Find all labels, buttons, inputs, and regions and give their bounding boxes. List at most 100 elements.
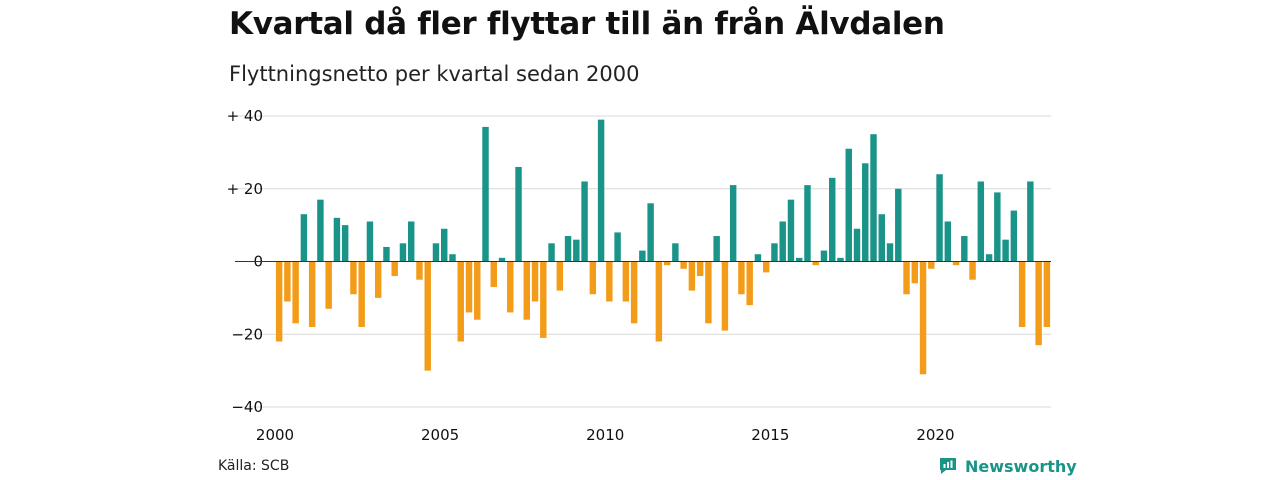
bar: [1010, 210, 1018, 262]
bar: [919, 261, 927, 375]
bar: [1043, 261, 1051, 327]
bar: [366, 221, 374, 262]
grid-lines: [235, 115, 1051, 408]
bar: [936, 174, 943, 262]
bar: [1027, 181, 1034, 262]
bar: [498, 257, 506, 262]
bar: [391, 261, 398, 277]
bar: [573, 239, 580, 262]
bar: [407, 221, 415, 262]
bar: [754, 254, 762, 262]
bar: [482, 126, 489, 262]
x-tick-label: 2010: [586, 426, 624, 444]
bar: [465, 261, 473, 313]
bar: [333, 217, 341, 262]
bar: [606, 261, 613, 302]
bar: [358, 261, 365, 327]
bar: [531, 261, 539, 302]
y-tick-label: + 40: [227, 107, 263, 125]
y-tick-label: −40: [231, 398, 263, 416]
newsworthy-logo-icon: [940, 458, 956, 474]
bar: [886, 243, 894, 262]
bar: [795, 257, 803, 262]
bar: [845, 148, 852, 262]
bar: [787, 199, 795, 262]
bar: [548, 243, 555, 262]
bar: [672, 243, 679, 262]
bar: [837, 257, 844, 262]
bar: [961, 236, 968, 262]
bar: [688, 261, 696, 291]
bar: [639, 250, 646, 262]
bar: [820, 250, 828, 262]
bar: [449, 254, 456, 262]
bar: [878, 214, 885, 262]
bar: [985, 254, 993, 262]
bar: [655, 261, 663, 342]
bar: [275, 261, 283, 342]
bars: [275, 119, 1051, 375]
bar: [853, 228, 861, 262]
bar: [952, 261, 960, 266]
bar: [308, 261, 316, 327]
bar: [829, 177, 836, 262]
bar: [729, 185, 737, 262]
bar: [300, 214, 308, 262]
bar: [804, 185, 811, 262]
bar: [589, 261, 597, 295]
bar: [738, 261, 745, 295]
bar: [944, 221, 952, 262]
bar: [474, 261, 481, 320]
bar: [399, 243, 407, 262]
bar: [721, 261, 729, 331]
bar: [441, 228, 448, 262]
bar: [1018, 261, 1026, 327]
bar: [977, 181, 985, 262]
bar: [928, 261, 935, 269]
bar: [350, 261, 357, 295]
bar: [540, 261, 547, 338]
y-tick-label: + 20: [227, 180, 263, 198]
bar: [1002, 239, 1009, 262]
bar: [383, 246, 390, 262]
bar: [622, 261, 630, 302]
bar: [969, 261, 976, 280]
bar: [515, 166, 522, 262]
bar: [705, 261, 712, 324]
x-axis-ticks: 2000 2005 2010 2015 2020: [256, 426, 955, 444]
bar: [812, 261, 819, 266]
bar: [581, 181, 588, 262]
source-note: Källa: SCB: [218, 458, 290, 474]
x-tick-label: 2015: [751, 426, 789, 444]
bar: [911, 261, 919, 284]
bar: [432, 243, 440, 262]
bar: [597, 119, 605, 262]
brand-logo-group[interactable]: Newsworthy: [938, 456, 1077, 476]
bar: [341, 225, 349, 262]
bar: [647, 203, 654, 262]
chart-subtitle: Flyttningsnetto per kvartal sedan 2000: [229, 62, 640, 86]
bar: [507, 261, 514, 313]
bar: [663, 261, 671, 266]
bar: [762, 261, 770, 273]
bar: [523, 261, 531, 320]
bar: [870, 134, 877, 262]
bar: [424, 261, 431, 371]
bar: [696, 261, 704, 277]
brand-name: Newsworthy: [965, 456, 1077, 476]
bar: [862, 163, 869, 262]
bar: [284, 261, 291, 302]
bar: [317, 199, 324, 262]
y-tick-label: −20: [231, 325, 263, 343]
bar: [713, 236, 720, 262]
bar: [895, 188, 902, 262]
bar: [779, 221, 786, 262]
bar: [374, 261, 382, 298]
bar: [903, 261, 910, 295]
chart-title: Kvartal då fler flyttar till än från Älv…: [229, 6, 945, 42]
bar: [490, 261, 497, 287]
bar: [556, 261, 564, 291]
x-tick-label: 2000: [256, 426, 294, 444]
bar: [614, 232, 621, 262]
